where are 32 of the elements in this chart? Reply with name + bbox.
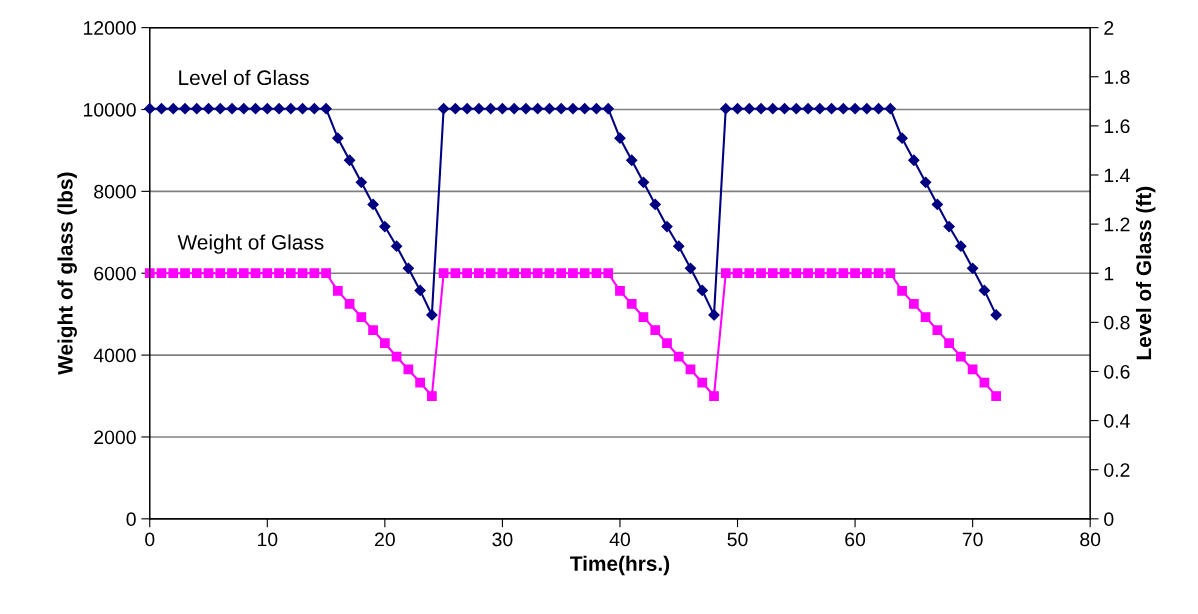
series-label: Level of Glass [179,69,309,86]
y-tick-label: 12000 [83,21,136,35]
y2-tick-label: 0.8 [1104,315,1130,330]
y2-tick-label: 0.2 [1104,463,1130,477]
x-tick-label: 80 [1080,532,1101,547]
y-tick-label: 10000 [83,102,136,117]
y-tick-label: 4000 [93,348,136,363]
y2-tick-label: 1 [1104,266,1114,281]
y2-tick-label: 1.2 [1104,217,1130,232]
x-tick-label: 20 [375,532,395,547]
x-tick-label: 60 [845,532,866,547]
x-axis-title: Time(hrs.) [570,555,670,576]
y2-tick-label: 1.4 [1104,168,1130,183]
y2-axis-title: Level of Glass (ft) [1135,186,1156,360]
x-tick-label: 30 [492,532,513,547]
y-tick-label: 0 [126,512,136,527]
y2-tick-label: 0 [1104,512,1114,527]
series-label: Weight of Glass [177,234,324,254]
x-tick-label: 70 [962,532,983,547]
y2-tick-label: 1.8 [1104,70,1130,84]
x-tick-label: 40 [609,532,631,547]
y-tick-label: 6000 [94,266,136,281]
y-tick-label: 2000 [94,430,136,445]
y-axis-title: Weight of glass (lbs) [57,172,77,375]
x-tick-label: 50 [727,532,748,547]
y2-tick-label: 1.6 [1104,119,1130,134]
y2-tick-label: 0.6 [1104,364,1130,379]
x-tick-label: 0 [145,532,155,547]
y-tick-label: 8000 [94,184,136,199]
y2-tick-label: 0.4 [1104,414,1130,428]
y2-tick-label: 2 [1104,21,1114,35]
x-tick-label: 10 [257,532,278,547]
